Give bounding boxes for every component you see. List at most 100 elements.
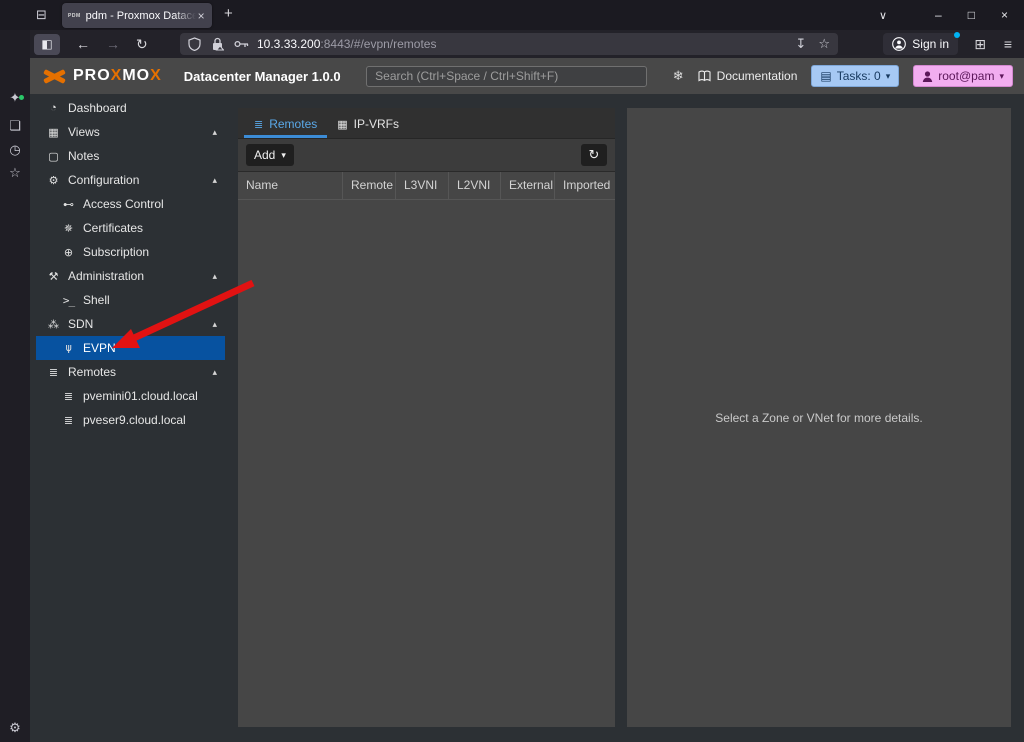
ai-chat-icon[interactable]: ✦ [9,90,21,105]
book-icon [698,70,711,82]
collapse-arrow-icon[interactable]: ▴ [212,318,217,329]
key-icon: ⊷ [63,198,74,211]
table-icon: ▦ [337,118,348,131]
theme-snowflake-icon[interactable]: ❄ [672,68,684,83]
browser-navbar: ◧ ← → ↻ 10.3.33.200:8443/#/evpn/remotes … [30,30,1024,58]
browser-titlebar: ⊟ PDM pdm - Proxmox Datacenter Ma × + ∨ … [0,0,1024,30]
extensions-icon[interactable]: ⊞ [974,36,986,52]
sitemap-icon: ⋔ [63,341,74,354]
tasks-button[interactable]: ▤ Tasks: 0 ▾ [811,65,900,87]
user-menu-button[interactable]: root@pam ▾ [913,65,1013,87]
window-minimize-button[interactable]: – [935,8,942,22]
detail-empty-text: Select a Zone or VNet for more details. [715,410,923,425]
support-icon: ⊕ [63,246,74,259]
search-input[interactable] [366,65,648,87]
column-header-name[interactable]: Name [238,172,343,199]
sign-in-button[interactable]: Sign in [883,33,958,55]
sidebar-item-notes[interactable]: ▢ Notes [36,144,225,168]
caret-down-icon: ▾ [999,70,1004,81]
sidebar-item-sdn[interactable]: ⁂ SDN ▴ [36,312,225,336]
tasks-label: Tasks: 0 [836,69,881,83]
back-button[interactable]: ← [76,36,90,52]
save-page-icon[interactable]: ↧ [795,36,807,51]
sidebar-item-dashboard[interactable]: ◔ Dashboard [36,96,225,120]
remotes-panel: ≣ Remotes ▦ IP-VRFs Add ▾ ↻ Name Remote L3V… [238,108,615,727]
url-text: 10.3.33.200:8443/#/evpn/remotes [257,37,436,51]
browser-tab[interactable]: PDM pdm - Proxmox Datacenter Ma × [62,3,212,28]
firefox-sidebar-strip: ✦ ❏ ◷ ☆ ⚙ [0,30,30,742]
sidebar-item-configuration[interactable]: ⚙ Configuration ▴ [36,168,225,192]
refresh-icon: ↻ [588,147,600,162]
caret-down-icon: ▾ [885,70,891,81]
documentation-label: Documentation [716,69,798,83]
proxmox-page: PROXMOX Datacenter Manager 1.0.0 ❄ Docum… [30,58,1024,742]
wrench-icon: ⚒ [48,270,59,283]
url-path: :8443/#/evpn/remotes [320,37,437,51]
bookmarks-icon[interactable]: ☆ [9,165,21,180]
sidebar-item-administration[interactable]: ⚒ Administration ▴ [36,264,225,288]
window-maximize-button[interactable]: □ [967,8,975,22]
forward-button[interactable]: → [106,36,120,52]
app-header: PROXMOX Datacenter Manager 1.0.0 ❄ Docum… [30,58,1024,94]
sidebar-item-views[interactable]: ▦ Views ▴ [36,120,225,144]
sidebar-item-remotes[interactable]: ≣ Remotes ▴ [36,360,225,384]
collapse-arrow-icon[interactable]: ▴ [212,366,217,377]
column-header-external[interactable]: External [501,172,555,199]
collapse-arrow-icon[interactable]: ▴ [212,270,217,281]
brand-text: PROXMOX [73,67,162,84]
server-icon: ≣ [63,390,74,403]
reload-button[interactable]: ↻ [136,35,148,52]
tab-ip-vrfs[interactable]: ▦ IP-VRFs [337,117,399,131]
documentation-link[interactable]: Documentation [698,69,798,83]
tab-close-icon[interactable]: × [197,8,205,23]
sidebar-item-certificates[interactable]: ✵ Certificates [36,216,225,240]
sidebar-item-pveser9[interactable]: ≣ pveser9.cloud.local [36,408,225,432]
table-header: Name Remote L3VNI L2VNI External Importe… [238,172,615,200]
column-header-remote[interactable]: Remote [343,172,396,199]
sidebar-item-subscription[interactable]: ⊕ Subscription [36,240,225,264]
sidebar-toggle-button[interactable]: ◧ [34,33,60,55]
detail-panel: Select a Zone or VNet for more details. [627,108,1011,727]
server-stack-icon: ≣ [48,366,59,379]
url-bar[interactable]: 10.3.33.200:8443/#/evpn/remotes ↧ ☆ [180,33,838,55]
add-button[interactable]: Add ▾ [246,144,294,166]
collapse-arrow-icon[interactable]: ▴ [212,174,217,185]
certificate-icon: ✵ [63,222,74,235]
tab-remotes[interactable]: ≣ Remotes [244,109,328,138]
notes-icon: ▢ [48,150,59,163]
tasks-icon: ▤ [820,69,832,83]
views-icon: ▦ [48,126,59,139]
sidebar-item-access-control[interactable]: ⊷ Access Control [36,192,225,216]
sign-in-notification-dot [954,32,960,38]
terminal-icon: >_ [62,293,75,307]
column-header-l3vni[interactable]: L3VNI [396,172,449,199]
product-title: Datacenter Manager 1.0.0 [183,68,341,84]
tab-favicon: PDM [68,12,81,19]
sidebar-settings-gear-icon[interactable]: ⚙ [9,720,21,735]
refresh-button[interactable]: ↻ [581,144,607,166]
sidebar-item-evpn[interactable]: ⋔ EVPN [36,336,225,360]
dashboard-icon: ◔ [50,102,57,114]
synced-tabs-icon[interactable]: ❏ [9,118,21,133]
network-icon: ⁂ [48,318,59,331]
column-header-imported[interactable]: Imported [563,178,611,192]
tab-list-chevron-icon[interactable]: ∨ [878,9,888,22]
url-host: 10.3.33.200 [257,37,321,51]
lock-warning-icon[interactable] [211,37,224,51]
collapse-arrow-icon[interactable]: ▴ [212,126,217,137]
sidebar-item-shell[interactable]: >_ Shell [36,288,225,312]
column-header-l2vni[interactable]: L2VNI [449,172,501,199]
new-tab-button[interactable]: + [224,5,233,22]
window-close-button[interactable]: × [1000,8,1008,22]
key-icon[interactable] [234,39,249,49]
caret-down-icon: ▾ [281,149,286,160]
sidebar-item-pvemini01[interactable]: ≣ pvemini01.cloud.local [36,384,225,408]
shield-icon[interactable] [188,37,201,51]
menu-icon[interactable]: ≡ [1003,36,1012,52]
server-stack-icon: ≣ [254,118,264,131]
firefox-view-icon[interactable]: ⊟ [36,7,47,22]
history-icon[interactable]: ◷ [9,142,21,157]
user-label: root@pam [938,69,995,83]
proxmox-x-logo-icon [43,68,66,84]
bookmark-star-icon[interactable]: ☆ [818,36,830,51]
